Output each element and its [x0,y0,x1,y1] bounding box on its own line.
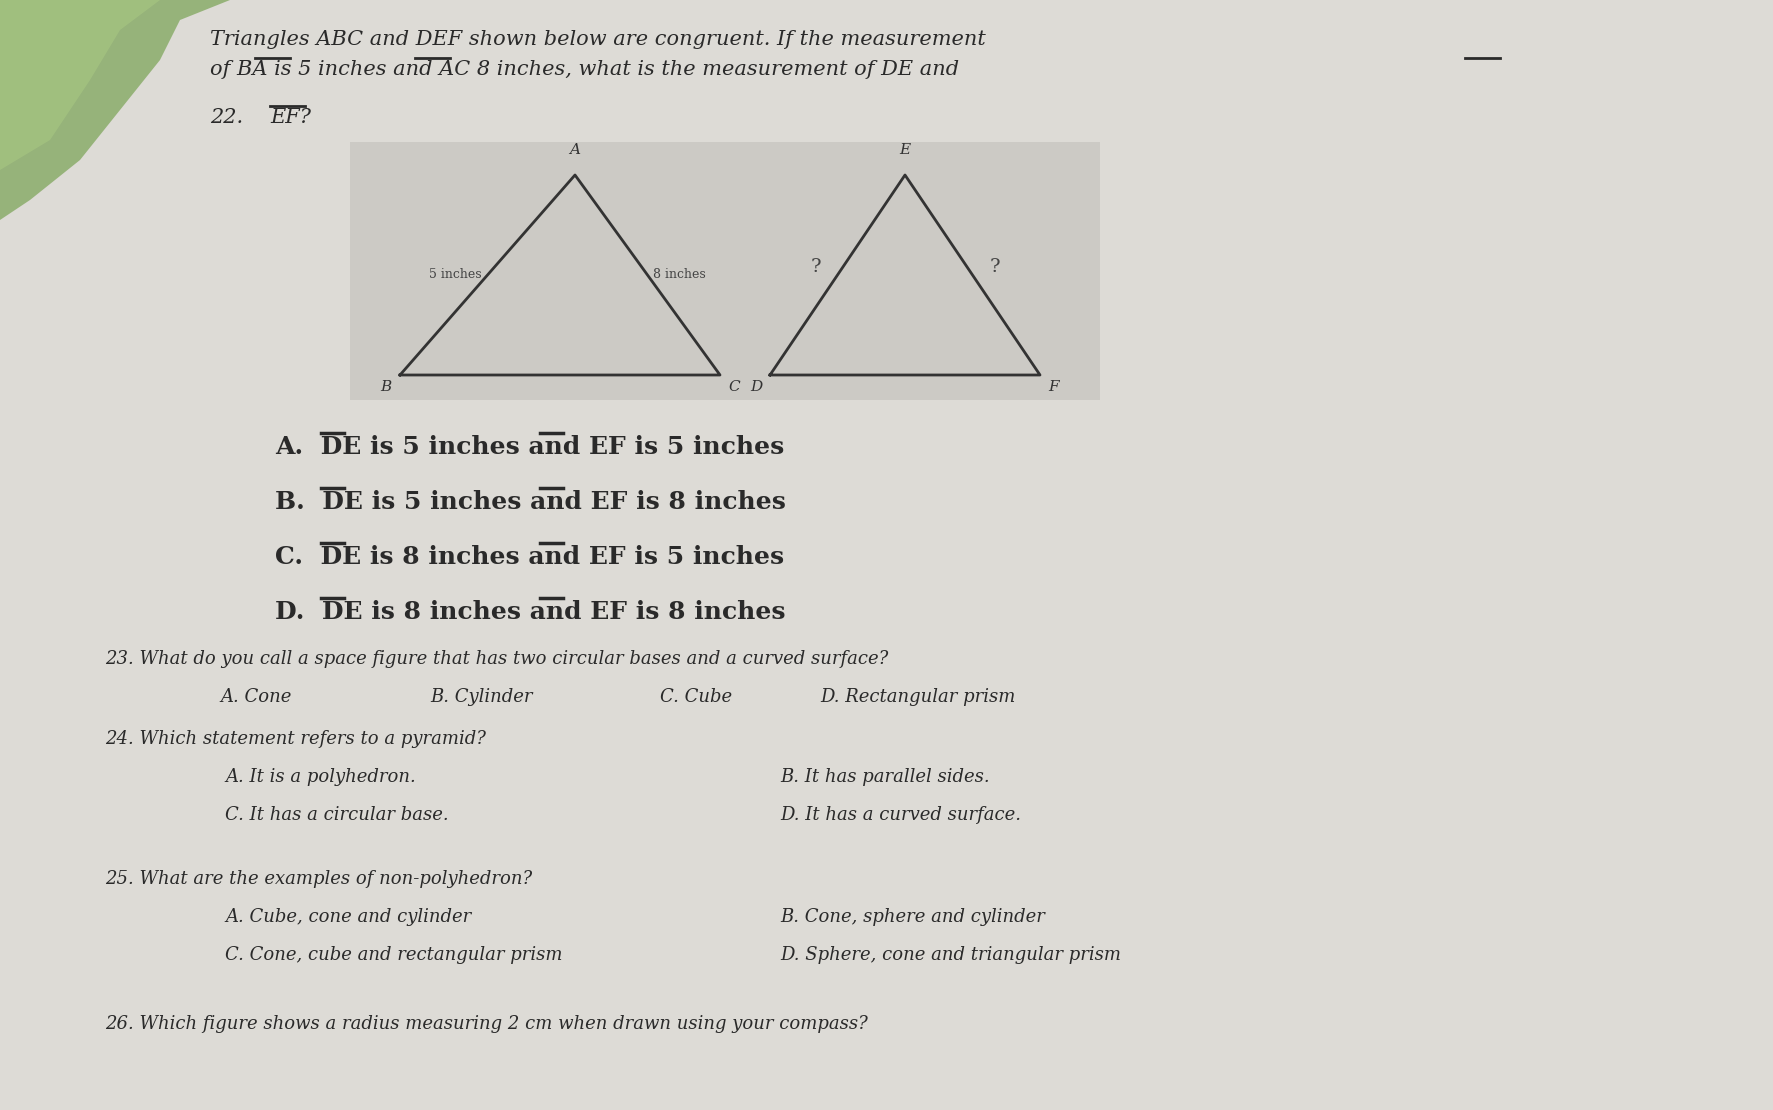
Text: B. Cone, sphere and cylinder: B. Cone, sphere and cylinder [780,908,1044,926]
Text: 22.: 22. [209,108,243,127]
Text: ?: ? [810,258,821,276]
Text: A. It is a polyhedron.: A. It is a polyhedron. [225,768,415,786]
Text: D. It has a curved surface.: D. It has a curved surface. [780,806,1021,824]
Text: B.  DE is 5 inches and EF is 8 inches: B. DE is 5 inches and EF is 8 inches [275,490,785,514]
Text: of BA is 5 inches and AC 8 inches, what is the measurement of DE and: of BA is 5 inches and AC 8 inches, what … [209,60,959,79]
Text: A. Cube, cone and cylinder: A. Cube, cone and cylinder [225,908,472,926]
Text: C.  DE is 8 inches and EF is 5 inches: C. DE is 8 inches and EF is 5 inches [275,545,784,569]
Text: A.  DE is 5 inches and EF is 5 inches: A. DE is 5 inches and EF is 5 inches [275,435,784,460]
Text: C. Cone, cube and rectangular prism: C. Cone, cube and rectangular prism [225,946,562,963]
Text: D.  DE is 8 inches and EF is 8 inches: D. DE is 8 inches and EF is 8 inches [275,601,785,624]
Text: 26. Which figure shows a radius measuring 2 cm when drawn using your compass?: 26. Which figure shows a radius measurin… [105,1015,867,1033]
FancyBboxPatch shape [349,142,1099,400]
Text: F: F [1048,380,1058,394]
Text: C: C [729,380,739,394]
Text: D. Sphere, cone and triangular prism: D. Sphere, cone and triangular prism [780,946,1121,963]
Text: C. It has a circular base.: C. It has a circular base. [225,806,449,824]
Text: A. Cone: A. Cone [220,688,291,706]
Text: 23. What do you call a space figure that has two circular bases and a curved sur: 23. What do you call a space figure that… [105,650,888,668]
Polygon shape [0,0,230,220]
Text: 5 inches: 5 inches [429,269,482,282]
Text: 24. Which statement refers to a pyramid?: 24. Which statement refers to a pyramid? [105,730,486,748]
Polygon shape [0,0,160,170]
Text: ?: ? [989,258,1000,276]
Text: B. It has parallel sides.: B. It has parallel sides. [780,768,989,786]
Text: A: A [569,143,580,157]
Text: D. Rectangular prism: D. Rectangular prism [819,688,1016,706]
Text: B. Cylinder: B. Cylinder [431,688,532,706]
Text: EF?: EF? [269,108,310,127]
Text: D: D [750,380,762,394]
Text: E: E [899,143,911,157]
Text: 25. What are the examples of non-polyhedron?: 25. What are the examples of non-polyhed… [105,870,532,888]
Text: 8 inches: 8 inches [652,269,706,282]
Text: Triangles ABC and DEF shown below are congruent. If the measurement: Triangles ABC and DEF shown below are co… [209,30,986,49]
Text: C. Cube: C. Cube [660,688,732,706]
Text: B: B [381,380,392,394]
